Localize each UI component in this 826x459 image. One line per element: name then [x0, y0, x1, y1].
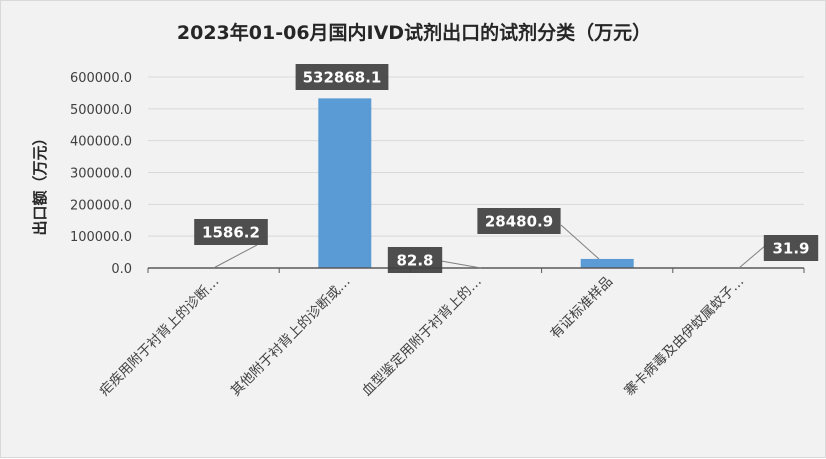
- data-labels: 1586.2 532868.1 82.8 28480.9 31.9: [194, 64, 818, 273]
- y-tick-label: 400000.0: [70, 135, 132, 150]
- data-label: 82.8: [396, 252, 433, 270]
- x-axis: [148, 268, 804, 273]
- data-label: 31.9: [772, 240, 809, 258]
- bar-4: [581, 259, 634, 268]
- x-tick-label: 其他附于衬背上的诊断或…: [228, 274, 354, 400]
- data-label-leader: [739, 245, 766, 268]
- data-label: 28480.9: [485, 213, 553, 231]
- data-label: 532868.1: [303, 69, 382, 87]
- data-label: 1586.2: [202, 224, 260, 242]
- x-tick-label: 有证标准样品: [547, 274, 616, 343]
- data-label-leader: [561, 225, 599, 259]
- y-tick-label: 300000.0: [70, 167, 132, 182]
- bar-2: [318, 98, 371, 268]
- x-tick-label: 血型鉴定用附于衬背上的…: [359, 274, 485, 400]
- x-axis-tick-labels: 疟疾用附于衬背上的诊断…其他附于衬背上的诊断或…血型鉴定用附于衬背上的… 有证标准…: [97, 273, 748, 400]
- y-axis-ticks: 0.0 100000.0 200000.0 300000.0 400000.0 50000…: [70, 71, 132, 277]
- y-tick-label: 500000.0: [70, 103, 132, 118]
- chart-title: 2023年01-06月国内IVD试剂出口的试剂分类（万元）: [177, 21, 651, 44]
- y-tick-label: 200000.0: [70, 198, 132, 213]
- data-label-leader: [441, 261, 481, 268]
- x-tick-label: 寨卡病毒及由伊蚊属蚊子…: [621, 273, 748, 400]
- y-tick-label: 100000.0: [70, 230, 132, 245]
- y-tick-label: 600000.0: [70, 71, 132, 86]
- x-tick-label: 疟疾用附于衬背上的诊断…: [97, 274, 223, 400]
- gridlines: [148, 77, 804, 236]
- y-axis-label: 出口额（万元）: [31, 130, 49, 235]
- y-tick-label: 0.0: [111, 262, 132, 277]
- data-label-leader: [214, 245, 257, 268]
- bars: [187, 98, 765, 268]
